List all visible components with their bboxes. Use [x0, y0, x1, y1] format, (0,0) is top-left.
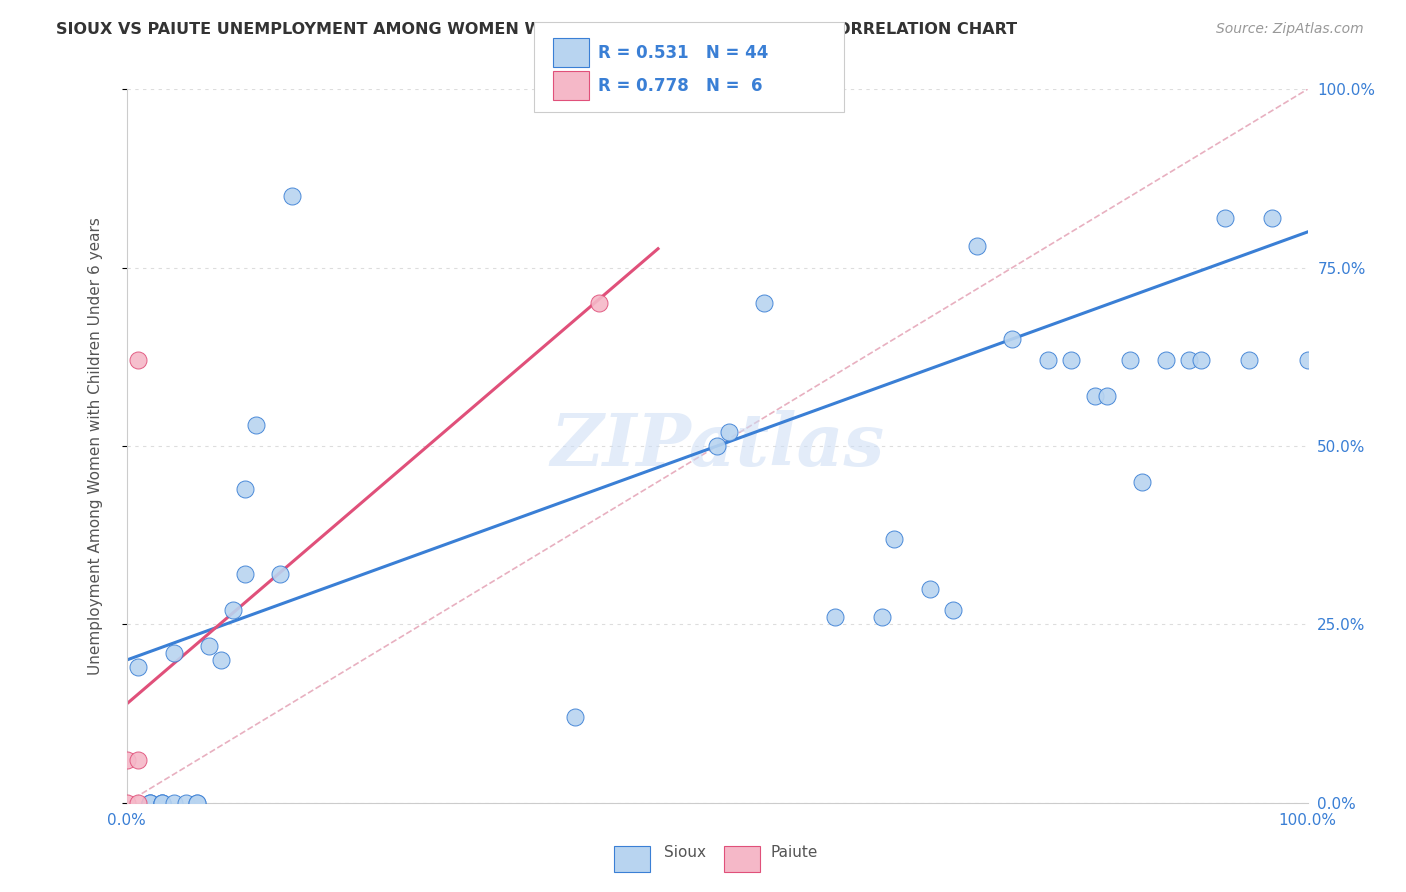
- Point: [115, 796, 138, 810]
- Point: [1060, 353, 1083, 368]
- Y-axis label: Unemployment Among Women with Children Under 6 years: Unemployment Among Women with Children U…: [89, 217, 103, 675]
- Text: Source: ZipAtlas.com: Source: ZipAtlas.com: [1216, 22, 1364, 37]
- Text: R = 0.778   N =  6: R = 0.778 N = 6: [598, 77, 762, 95]
- Point: [754, 296, 776, 310]
- Point: [150, 796, 173, 810]
- Point: [1036, 353, 1059, 368]
- Point: [233, 567, 256, 582]
- Point: [872, 610, 894, 624]
- Point: [1084, 389, 1107, 403]
- Point: [233, 482, 256, 496]
- Point: [127, 796, 149, 810]
- Point: [824, 610, 846, 624]
- Point: [1261, 211, 1284, 225]
- Point: [564, 710, 586, 724]
- Point: [174, 796, 197, 810]
- Point: [245, 417, 267, 432]
- Text: Sioux: Sioux: [664, 846, 706, 860]
- Point: [1130, 475, 1153, 489]
- Text: R = 0.531   N = 44: R = 0.531 N = 44: [598, 44, 768, 62]
- Point: [1178, 353, 1201, 368]
- FancyBboxPatch shape: [724, 847, 759, 872]
- Point: [918, 582, 941, 596]
- Point: [1213, 211, 1236, 225]
- Point: [1001, 332, 1024, 346]
- Point: [150, 796, 173, 810]
- Point: [127, 753, 149, 767]
- Point: [139, 796, 162, 810]
- Text: SIOUX VS PAIUTE UNEMPLOYMENT AMONG WOMEN WITH CHILDREN UNDER 6 YEARS CORRELATION: SIOUX VS PAIUTE UNEMPLOYMENT AMONG WOMEN…: [56, 22, 1018, 37]
- Text: ZIPatlas: ZIPatlas: [550, 410, 884, 482]
- Point: [163, 646, 186, 660]
- Point: [139, 796, 162, 810]
- Point: [127, 660, 149, 674]
- Point: [150, 796, 173, 810]
- Point: [186, 796, 208, 810]
- Point: [127, 353, 149, 368]
- Point: [163, 796, 186, 810]
- Point: [281, 189, 304, 203]
- Point: [1296, 353, 1319, 368]
- Point: [1154, 353, 1177, 368]
- Point: [186, 796, 208, 810]
- FancyBboxPatch shape: [614, 847, 650, 872]
- Point: [222, 603, 245, 617]
- Point: [1095, 389, 1118, 403]
- Point: [883, 532, 905, 546]
- Point: [966, 239, 988, 253]
- Point: [139, 796, 162, 810]
- Text: Paiute: Paiute: [770, 846, 817, 860]
- Point: [1237, 353, 1260, 368]
- Point: [209, 653, 232, 667]
- Point: [115, 753, 138, 767]
- Point: [1119, 353, 1142, 368]
- Point: [269, 567, 291, 582]
- Point: [706, 439, 728, 453]
- Point: [1189, 353, 1212, 368]
- Point: [942, 603, 965, 617]
- Point: [588, 296, 610, 310]
- Point: [198, 639, 221, 653]
- Point: [717, 425, 740, 439]
